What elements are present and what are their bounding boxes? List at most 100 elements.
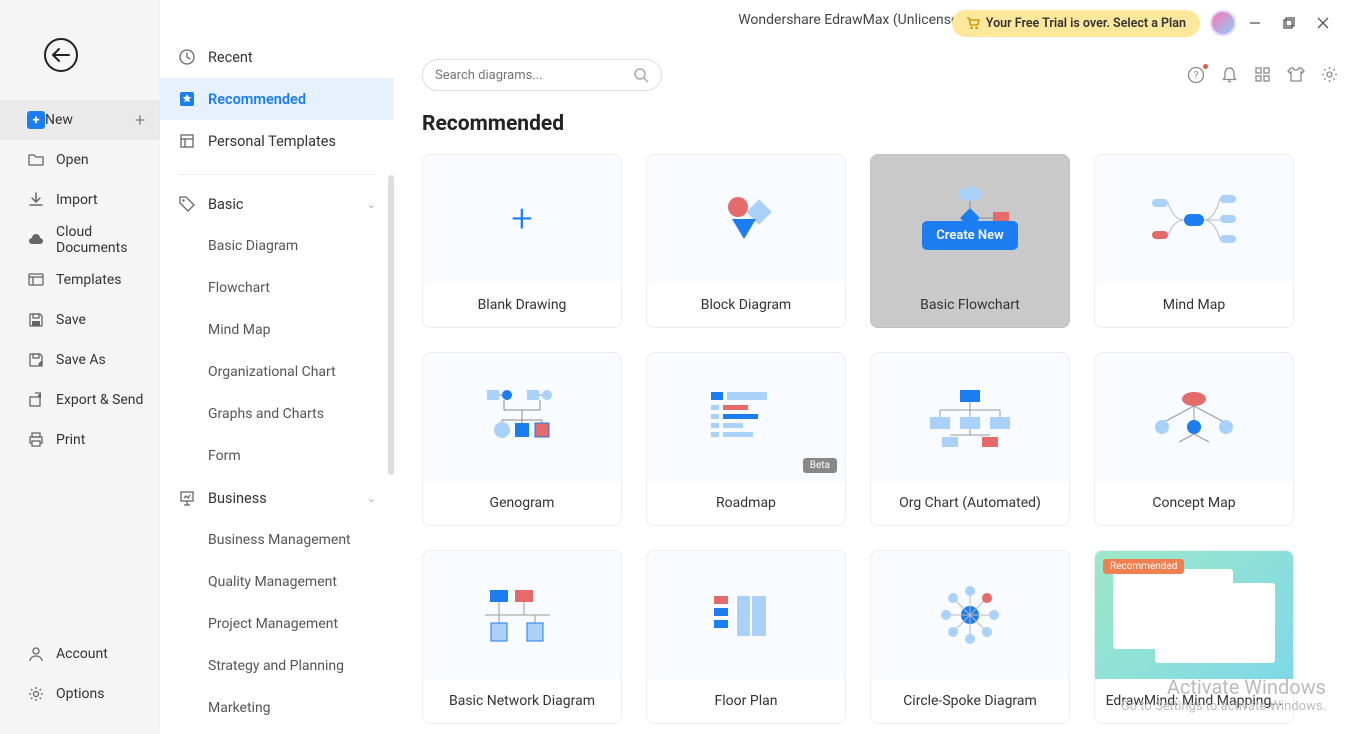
left-item-open[interactable]: Open bbox=[0, 140, 160, 180]
category-business[interactable]: Business⌄ bbox=[160, 477, 394, 519]
template-card-basic-flowchart[interactable]: Create New Basic Flowchart bbox=[870, 154, 1070, 328]
saveas-icon bbox=[27, 351, 45, 369]
minimize-button[interactable] bbox=[1240, 8, 1270, 38]
card-thumbnail bbox=[423, 551, 621, 679]
card-label: Floor Plan bbox=[647, 679, 845, 723]
close-button[interactable] bbox=[1308, 8, 1338, 38]
card-thumbnail: + bbox=[423, 155, 621, 283]
card-thumbnail bbox=[1095, 155, 1293, 283]
card-thumbnail: Create New bbox=[871, 155, 1069, 283]
search-icon bbox=[633, 67, 649, 83]
template-card-floor-plan[interactable]: Floor Plan bbox=[646, 550, 846, 724]
template-card-basic-network-diagram[interactable]: Basic Network Diagram bbox=[422, 550, 622, 724]
search-input[interactable] bbox=[435, 68, 633, 83]
category-basic[interactable]: Basic ⌄ bbox=[160, 183, 394, 225]
card-label: Block Diagram bbox=[647, 283, 845, 327]
card-label: Roadmap bbox=[647, 481, 845, 525]
clock-icon bbox=[178, 48, 196, 66]
subcategory-quality-management[interactable]: Quality Management bbox=[160, 561, 394, 603]
template-card-roadmap[interactable]: BetaRoadmap bbox=[646, 352, 846, 526]
card-label: Concept Map bbox=[1095, 481, 1293, 525]
left-item-label: Save As bbox=[56, 352, 106, 368]
template-card-circle-spoke-diagram[interactable]: Circle-Spoke Diagram bbox=[870, 550, 1070, 724]
plus-icon: + bbox=[135, 110, 145, 131]
chevron-down-icon: ⌄ bbox=[367, 198, 376, 211]
card-thumbnail bbox=[647, 155, 845, 283]
subcategory-business-management[interactable]: Business Management bbox=[160, 519, 394, 561]
left-item-new[interactable]: +New+ bbox=[0, 100, 160, 140]
left-item-export-send[interactable]: Export & Send bbox=[0, 380, 160, 420]
template-card-mind-map[interactable]: Mind Map bbox=[1094, 154, 1294, 328]
folder-icon bbox=[27, 151, 45, 169]
left-item-label: Templates bbox=[56, 272, 122, 288]
cart-icon bbox=[966, 17, 980, 30]
export-icon bbox=[27, 391, 45, 409]
left-item-options[interactable]: Options bbox=[0, 674, 160, 714]
back-button[interactable] bbox=[44, 38, 78, 72]
card-label: Basic Flowchart bbox=[871, 283, 1069, 327]
template-card-blank-drawing[interactable]: +Blank Drawing bbox=[422, 154, 622, 328]
tshirt-icon[interactable] bbox=[1287, 66, 1305, 84]
left-sidebar: +New+ Open Import Cloud Documents Templates S… bbox=[0, 0, 160, 734]
template-card-concept-map[interactable]: Concept Map bbox=[1094, 352, 1294, 526]
template-card-org-chart-automated[interactable]: Org Chart (Automated) bbox=[870, 352, 1070, 526]
presentation-icon bbox=[178, 489, 196, 507]
left-item-print[interactable]: Print bbox=[0, 420, 160, 460]
card-thumbnail bbox=[871, 551, 1069, 679]
mid-item-recent[interactable]: Recent bbox=[160, 36, 394, 78]
left-item-account[interactable]: Account bbox=[0, 634, 160, 674]
mid-item-personal-templates[interactable]: Personal Templates bbox=[160, 120, 394, 162]
subcategory-strategy-and-planning[interactable]: Strategy and Planning bbox=[160, 645, 394, 687]
apps-icon[interactable] bbox=[1254, 66, 1271, 84]
star-icon bbox=[178, 90, 196, 108]
new-icon: + bbox=[27, 111, 45, 129]
category-label: Basic bbox=[208, 196, 244, 213]
left-item-templates[interactable]: Templates bbox=[0, 260, 160, 300]
template-grid: +Blank Drawing Block Diagram Create New Bas… bbox=[422, 154, 1338, 724]
card-label: Org Chart (Automated) bbox=[871, 481, 1069, 525]
subcategory-graphs-and-charts[interactable]: Graphs and Charts bbox=[160, 393, 394, 435]
divider bbox=[178, 174, 376, 175]
mid-item-label: Personal Templates bbox=[208, 133, 336, 150]
card-label: Blank Drawing bbox=[423, 283, 621, 327]
gear-icon bbox=[27, 685, 45, 703]
mid-item-label: Recent bbox=[208, 49, 253, 66]
card-thumbnail bbox=[647, 551, 845, 679]
save-icon bbox=[27, 311, 45, 329]
search-box[interactable] bbox=[422, 59, 662, 91]
create-new-button[interactable]: Create New bbox=[922, 221, 1017, 250]
template-card-edrawmind-mind-mapping[interactable]: RecommendedEdrawMind: Mind Mapping... bbox=[1094, 550, 1294, 724]
subcategory-form[interactable]: Form bbox=[160, 435, 394, 477]
card-thumbnail: Beta bbox=[647, 353, 845, 481]
left-item-label: Open bbox=[56, 152, 89, 168]
subcategory-mind-map[interactable]: Mind Map bbox=[160, 309, 394, 351]
card-label: Mind Map bbox=[1095, 283, 1293, 327]
gear-icon[interactable] bbox=[1321, 66, 1338, 84]
bell-icon[interactable] bbox=[1221, 66, 1238, 84]
avatar[interactable] bbox=[1210, 10, 1236, 36]
template-card-genogram[interactable]: Genogram bbox=[422, 352, 622, 526]
left-item-import[interactable]: Import bbox=[0, 180, 160, 220]
chevron-down-icon: ⌄ bbox=[367, 492, 376, 505]
subcategory-flowchart[interactable]: Flowchart bbox=[160, 267, 394, 309]
left-item-label: Export & Send bbox=[56, 392, 143, 408]
cloud-icon bbox=[27, 231, 45, 249]
mid-item-recommended[interactable]: Recommended bbox=[160, 78, 394, 120]
left-item-cloud-documents[interactable]: Cloud Documents bbox=[0, 220, 160, 260]
left-item-save[interactable]: Save bbox=[0, 300, 160, 340]
main-area: Wondershare EdrawMax (Unlicensed Version… bbox=[394, 0, 1366, 734]
maximize-button[interactable] bbox=[1274, 8, 1304, 38]
subcategory-project-management[interactable]: Project Management bbox=[160, 603, 394, 645]
left-item-label: Cloud Documents bbox=[56, 224, 145, 256]
help-icon[interactable]: ? bbox=[1187, 66, 1205, 84]
left-item-label: Save bbox=[56, 312, 86, 328]
trial-banner[interactable]: Your Free Trial is over. Select a Plan bbox=[952, 10, 1200, 37]
card-label: EdrawMind: Mind Mapping... bbox=[1095, 679, 1293, 723]
left-item-save-as[interactable]: Save As bbox=[0, 340, 160, 380]
left-item-label: Options bbox=[56, 686, 104, 702]
subcategory-marketing[interactable]: Marketing bbox=[160, 687, 394, 729]
template-card-block-diagram[interactable]: Block Diagram bbox=[646, 154, 846, 328]
trial-text: Your Free Trial is over. Select a Plan bbox=[986, 16, 1186, 31]
subcategory-organizational-chart[interactable]: Organizational Chart bbox=[160, 351, 394, 393]
subcategory-basic-diagram[interactable]: Basic Diagram bbox=[160, 225, 394, 267]
